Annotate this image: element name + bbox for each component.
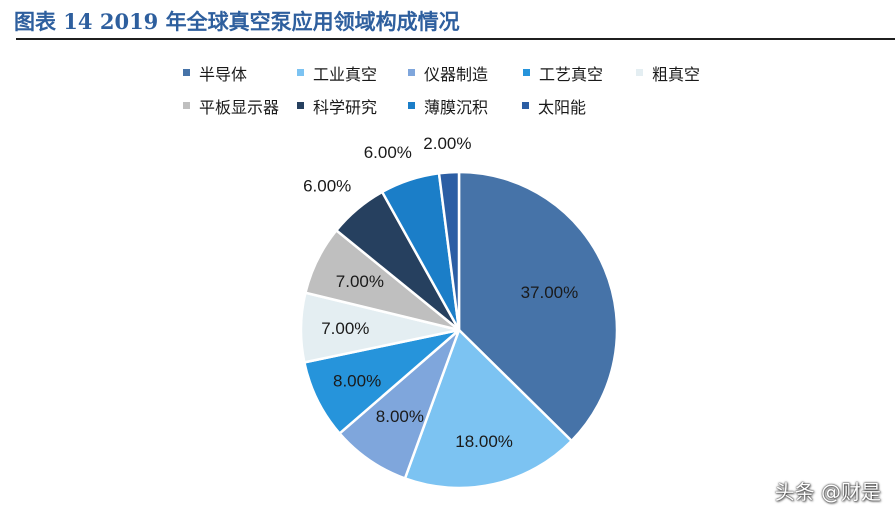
legend-item: 工业真空 [297, 61, 408, 85]
legend-item: 半导体 [183, 61, 297, 85]
legend-swatch [297, 69, 304, 76]
legend-item: 工艺真空 [523, 61, 636, 85]
legend-swatch [408, 69, 415, 76]
legend-swatch [183, 69, 190, 76]
data-label: 6.00% [364, 143, 412, 162]
data-label: 2.00% [423, 134, 471, 153]
legend-row: 平板显示器 科学研究 薄膜沉积 太阳能 [183, 89, 743, 122]
legend-label: 薄膜沉积 [424, 97, 489, 117]
legend-label: 粗真空 [652, 64, 701, 84]
legend-label: 太阳能 [538, 97, 587, 117]
legend-label: 平板显示器 [199, 97, 280, 117]
legend-row: 半导体 工业真空 仪器制造 工艺真空 粗真空 [183, 56, 743, 89]
legend-item: 平板显示器 [183, 94, 297, 118]
legend-swatch [183, 102, 190, 109]
data-label: 8.00% [333, 372, 381, 391]
legend-swatch [636, 69, 643, 76]
legend-swatch [408, 102, 415, 109]
data-label: 18.00% [455, 432, 513, 451]
legend-item: 太阳能 [522, 94, 602, 118]
legend-label: 仪器制造 [424, 64, 489, 84]
pie-slice [437, 170, 461, 332]
pie-slice [457, 170, 619, 443]
legend-item: 科学研究 [297, 94, 408, 118]
watermark: 头条 @财是 [774, 480, 881, 504]
pie-slice [403, 328, 573, 490]
title-divider [16, 38, 895, 40]
data-label: 37.00% [521, 283, 579, 302]
chart-title: 图表 14 2019 年全球真空泵应用领域构成情况 [14, 9, 460, 34]
legend-label: 半导体 [199, 64, 248, 84]
data-label: 7.00% [321, 319, 369, 338]
legend-swatch [522, 102, 529, 109]
legend-label: 科学研究 [313, 97, 378, 117]
legend-label: 工艺真空 [539, 64, 604, 84]
legend-label: 工业真空 [313, 64, 378, 84]
data-label: 6.00% [303, 177, 351, 196]
legend-item: 粗真空 [636, 61, 726, 85]
legend-swatch [523, 69, 530, 76]
data-label: 7.00% [336, 272, 384, 291]
legend-swatch [297, 102, 304, 109]
data-label: 8.00% [376, 407, 424, 426]
legend-item: 薄膜沉积 [408, 94, 522, 118]
chart-legend: 半导体 工业真空 仪器制造 工艺真空 粗真空 平板显示器 科学研究 薄膜沉积 太阳能 [183, 56, 743, 122]
legend-item: 仪器制造 [408, 61, 523, 85]
